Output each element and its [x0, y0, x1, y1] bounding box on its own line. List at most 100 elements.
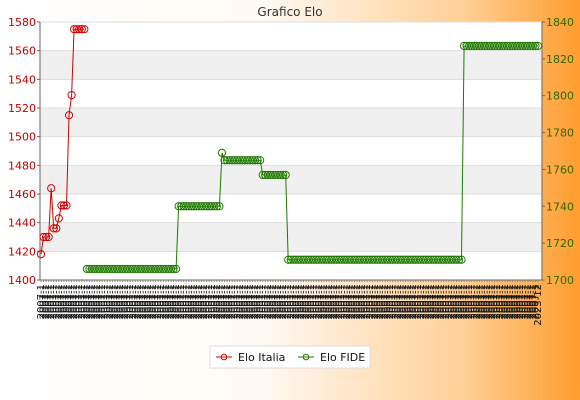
elo-fide-marker [533, 41, 543, 51]
x-tick-label: 2007-1 [485, 284, 496, 319]
x-tick-label: 2007-1 [135, 284, 146, 319]
legend-fide-label: Elo FIDE [320, 351, 365, 364]
x-tick-label: 2007-1 [508, 284, 519, 319]
x-tick-label: 2007-1 [418, 284, 429, 319]
x-tick-label: 2007-1 [362, 284, 373, 319]
x-tick-label: 2007-1 [306, 284, 317, 319]
elo-italia-marker [41, 232, 51, 242]
x-tick-label: 2007-1 [59, 284, 70, 319]
left-tick-label: 1560 [8, 45, 36, 58]
x-tick-label: 2007-1 [92, 284, 103, 319]
x-tick-label: 2007-1 [467, 284, 478, 319]
x-tick-label: 2007-1 [439, 284, 450, 319]
x-tick-label: 2007-1 [321, 284, 332, 319]
x-tick-label: 2007-1 [375, 284, 386, 319]
x-tick-label: 2007-1 [299, 284, 310, 319]
x-tick-label: 2007-1 [151, 284, 162, 319]
x-tick-label: 2007-1 [225, 284, 236, 319]
x-tick-label: 2007-1 [513, 284, 524, 319]
x-tick-label: 2007-1 [380, 284, 391, 319]
x-tick-label: 2007-1 [492, 284, 503, 319]
x-tick-label: 2007-1 [230, 284, 241, 319]
x-tick-label: 2007-1 [184, 284, 195, 319]
x-tick-label: 2007-1 [518, 284, 529, 319]
elo-fide-marker [531, 41, 540, 51]
x-tick-label: 2007-1 [296, 284, 307, 319]
legend-italia-label: Elo Italia [238, 351, 285, 364]
x-tick-label: 2007-1 [500, 284, 511, 319]
x-tick-label: 2007-1 [46, 284, 57, 319]
x-tick-label: 2007-1 [523, 284, 534, 319]
x-tick-label: 2007-1 [161, 284, 172, 319]
elo-fide-marker [212, 202, 221, 211]
x-tick-label: 2007-1 [393, 284, 404, 319]
x-tick-label: 2007-1 [319, 284, 330, 319]
elo-italia-marker [44, 232, 53, 242]
x-tick-label: 2007-1 [431, 284, 442, 319]
x-tick-label: 2007-1 [337, 284, 348, 319]
x-tick-label: 2007-1 [41, 284, 52, 319]
x-tick-label: 2007-1 [56, 284, 67, 319]
x-tick-label: 2007-1 [487, 284, 498, 319]
x-tick-label: 2007-1 [352, 284, 363, 319]
elo-fide-marker [528, 41, 538, 51]
elo-fide-marker [215, 202, 224, 211]
x-tick-label: 2007-1 [311, 284, 322, 319]
x-tick-label: 2007-1 [176, 284, 187, 319]
left-tick-label: 1420 [8, 245, 36, 258]
elo-italia-marker [54, 214, 63, 223]
x-tick-label: 2007-1 [202, 284, 213, 319]
left-tick-label: 1520 [8, 102, 36, 115]
x-tick-label: 2007-1 [403, 284, 414, 319]
x-tick-label: 2007-1 [169, 284, 180, 319]
x-tick-label: 2007-1 [474, 284, 485, 319]
x-tick-label: 2007-1 [286, 284, 297, 319]
elo-fide-marker [457, 255, 466, 264]
x-tick-label: 2007-1 [95, 284, 106, 319]
x-tick-label: 2007-1 [520, 284, 531, 319]
x-tick-label: 2007-1 [367, 284, 378, 319]
x-tick-label: 2007-1 [360, 284, 371, 319]
x-tick-label: 2007-1 [148, 284, 159, 319]
x-tick-label: 2007-1 [309, 284, 320, 319]
x-tick-label: 2007-1 [128, 284, 139, 319]
x-tick-label: 2007-1 [334, 284, 345, 319]
x-tick-label: 2007-1 [123, 284, 134, 319]
left-tick-label: 1500 [8, 131, 36, 144]
x-tick-label: 2007-1 [61, 284, 72, 319]
x-tick-label: 2007-1 [490, 284, 501, 319]
x-tick-label: 2007-1 [528, 284, 539, 319]
x-tick-label: 2007-1 [67, 284, 78, 319]
x-tick-label: 2007-1 [365, 284, 376, 319]
x-tick-label: 2007-1 [248, 284, 259, 319]
x-tick-label: 2007-1 [406, 284, 417, 319]
x-tick-label: 2007-1 [408, 284, 419, 319]
x-tick-label: 2007-1 [220, 284, 231, 319]
x-tick-label: 2007-1 [130, 284, 141, 319]
x-tick-label: 2007-1 [268, 284, 279, 319]
left-tick-label: 1440 [8, 217, 36, 230]
legend-box [209, 345, 371, 369]
x-tick-label: 2007-1 [199, 284, 210, 319]
elo-fide-marker [169, 264, 178, 274]
x-tick-label: 2007-1 [204, 284, 215, 319]
elo-italia-marker [52, 224, 61, 233]
elo-fide-marker [256, 156, 265, 165]
x-tick-label: 2007-1 [446, 284, 457, 319]
legend-fide-marker [302, 353, 310, 361]
elo-italia-marker [64, 111, 74, 120]
x-tick-label: 2007-1 [258, 284, 269, 319]
x-tick-label: 2007-1 [82, 284, 93, 319]
elo-fide-marker [452, 255, 461, 264]
x-tick-label: 2007-1 [270, 284, 281, 319]
x-tick-label: 2007-1 [39, 284, 50, 319]
x-tick-label: 2007-1 [510, 284, 521, 319]
left-tick-label: 1400 [8, 274, 36, 287]
x-tick-label: 2007-1 [383, 284, 394, 319]
x-tick-label: 2007-1 [235, 284, 246, 319]
x-tick-label: 2007-1 [314, 284, 325, 319]
elo-fide-marker [217, 148, 227, 157]
x-tick-label: 2023-12 [533, 284, 544, 326]
x-tick-label: 2007-1 [51, 284, 62, 319]
